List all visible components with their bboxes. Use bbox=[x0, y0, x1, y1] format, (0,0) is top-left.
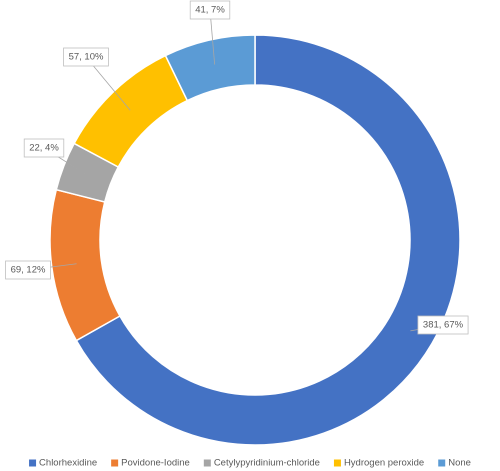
data-label: 69, 12% bbox=[5, 260, 51, 280]
label-box bbox=[189, 0, 231, 20]
data-label: 57, 10% bbox=[63, 47, 109, 67]
data-label: 41, 7% bbox=[189, 0, 231, 20]
data-label-text: 69, 12% bbox=[11, 265, 46, 276]
data-label: 381, 67% bbox=[417, 315, 469, 335]
legend-label: None bbox=[448, 458, 471, 469]
legend: Chlorhexidine Povidone-Iodine Cetylypyridi… bbox=[29, 458, 471, 469]
legend-label: Hydrogen peroxide bbox=[344, 458, 424, 469]
label-box bbox=[417, 315, 469, 335]
donut-slice bbox=[75, 34, 461, 446]
data-label-text: 381, 67% bbox=[423, 320, 464, 331]
data-label: 22, 4% bbox=[23, 138, 65, 158]
donut-slice bbox=[73, 54, 189, 168]
legend-swatch bbox=[333, 459, 341, 467]
donut-slice bbox=[164, 34, 256, 102]
donut-slice bbox=[49, 188, 121, 342]
legend-label: Chlorhexidine bbox=[39, 458, 97, 469]
legend-swatch bbox=[29, 459, 37, 467]
label-box bbox=[5, 260, 51, 280]
data-label-text: 57, 10% bbox=[69, 52, 104, 63]
label-box bbox=[23, 138, 65, 158]
legend-swatch bbox=[438, 459, 446, 467]
legend-label: Cetylypyridinium-chloride bbox=[214, 458, 320, 469]
legend-label: Povidone-Iodine bbox=[121, 458, 190, 469]
legend-swatch bbox=[203, 459, 211, 467]
data-label-text: 41, 7% bbox=[195, 5, 225, 16]
legend-swatch bbox=[111, 459, 119, 467]
data-label-text: 22, 4% bbox=[29, 143, 59, 154]
label-box bbox=[63, 47, 109, 67]
